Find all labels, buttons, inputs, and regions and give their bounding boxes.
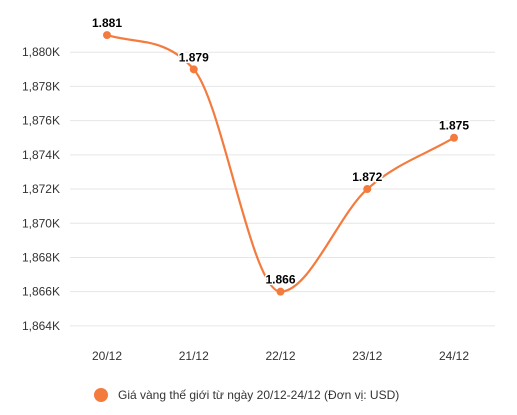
- x-tick-label: 21/12: [179, 349, 209, 363]
- data-point[interactable]: [276, 287, 285, 296]
- data-labels: 1.881 1.879 1.866 1.872 1.875: [90, 15, 470, 289]
- data-point[interactable]: [363, 185, 372, 194]
- y-tick-label: 1,878K: [22, 79, 60, 93]
- data-label: 1.879: [179, 50, 209, 64]
- legend-label: Giá vàng thế giới từ ngày 20/12-24/12 (Đ…: [118, 388, 399, 402]
- series-line: [106, 34, 455, 293]
- y-tick-label: 1,868K: [22, 250, 60, 264]
- y-tick-label: 1,872K: [22, 182, 60, 196]
- y-tick-label: 1,880K: [22, 45, 60, 59]
- data-label: 1.875: [439, 119, 469, 133]
- x-tick-label: 23/12: [352, 349, 382, 363]
- x-tick-label: 22/12: [265, 349, 295, 363]
- y-tick-label: 1,876K: [22, 114, 60, 128]
- legend-marker: [94, 388, 108, 402]
- y-tick-label: 1,864K: [22, 319, 60, 333]
- gridlines: [70, 51, 495, 327]
- data-point[interactable]: [189, 65, 198, 74]
- data-point[interactable]: [103, 31, 111, 40]
- data-label: 1.866: [265, 273, 295, 287]
- data-point[interactable]: [450, 133, 458, 142]
- data-label: 1.881: [92, 16, 122, 30]
- y-tick-label: 1,870K: [22, 216, 60, 230]
- x-tick-label: 20/12: [92, 349, 122, 363]
- series-line-group: [103, 31, 458, 296]
- legend[interactable]: Giá vàng thế giới từ ngày 20/12-24/12 (Đ…: [94, 388, 399, 402]
- y-tick-label: 1,874K: [22, 148, 60, 162]
- y-tick-label: 1,866K: [22, 285, 60, 299]
- x-axis: 20/12 21/12 22/12 23/12 24/12: [92, 349, 469, 363]
- x-tick-label: 24/12: [439, 349, 469, 363]
- y-axis: 1,864K 1,866K 1,868K 1,870K 1,872K 1,874K 1,87…: [22, 45, 60, 333]
- data-label: 1.872: [352, 170, 382, 184]
